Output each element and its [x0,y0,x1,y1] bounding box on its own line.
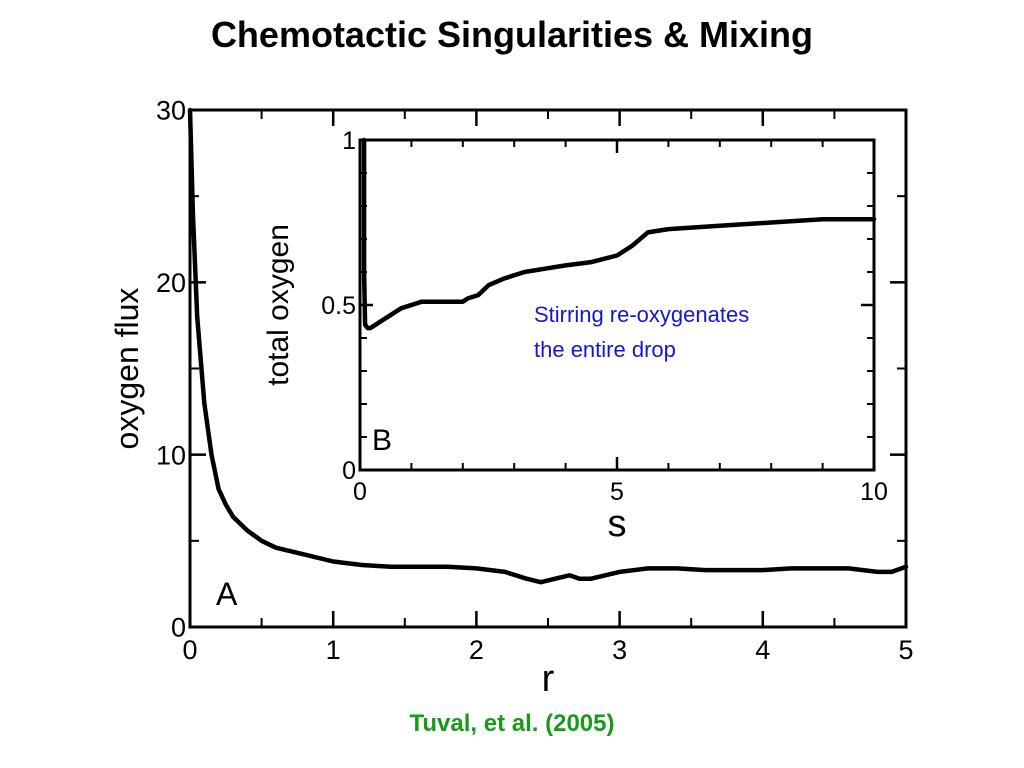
inset-y-tick-label: 0 [342,457,356,485]
inset-x-tick-label: 0 [353,478,367,506]
main-x-tick-label: 3 [612,635,627,665]
inset-x-axis-label: s [608,503,627,545]
inset-annotation-line-1: Stirring re-oxygenates [534,302,749,327]
main-x-tick-label: 5 [898,635,913,665]
inset-chart: 0 5 10 0 0.5 1 s total oxygen B Stirring re-o… [262,127,888,545]
inset-x-tick-label: 10 [860,478,888,506]
main-series-line [187,107,909,585]
inset-ticks [358,138,876,472]
slide-title: Chemotactic Singularities & Mixing [210,14,814,55]
main-y-tick-label: 20 [156,268,186,298]
inset-x-tick-label: 5 [610,478,624,506]
main-y-tick-label: 10 [156,440,186,470]
main-x-axis-label: r [542,658,555,700]
inset-annotation-line-2: the entire drop [534,337,676,362]
main-x-tick-label: 2 [469,635,484,665]
main-x-tick-label: 1 [326,635,341,665]
main-panel-label: A [216,576,238,612]
main-x-tick-label: 4 [755,635,770,665]
inset-y-tick-label: 1 [342,127,356,155]
citation: Tuval, et al. (2005) [409,710,615,737]
main-x-tick-label: 0 [182,635,197,665]
inset-series-line [361,137,877,331]
main-ticks [188,108,908,629]
inset-y-tick-label: 0.5 [321,292,356,320]
inset-tick-labels: 0 5 10 0 0.5 1 [321,127,888,506]
inset-y-axis-label: total oxygen [262,224,295,386]
main-y-tick-label: 30 [156,96,186,126]
main-y-axis-label: oxygen flux [109,288,145,450]
main-y-tick-label: 0 [171,613,186,643]
inset-panel-label: B [372,424,392,457]
inset-background [360,140,874,470]
